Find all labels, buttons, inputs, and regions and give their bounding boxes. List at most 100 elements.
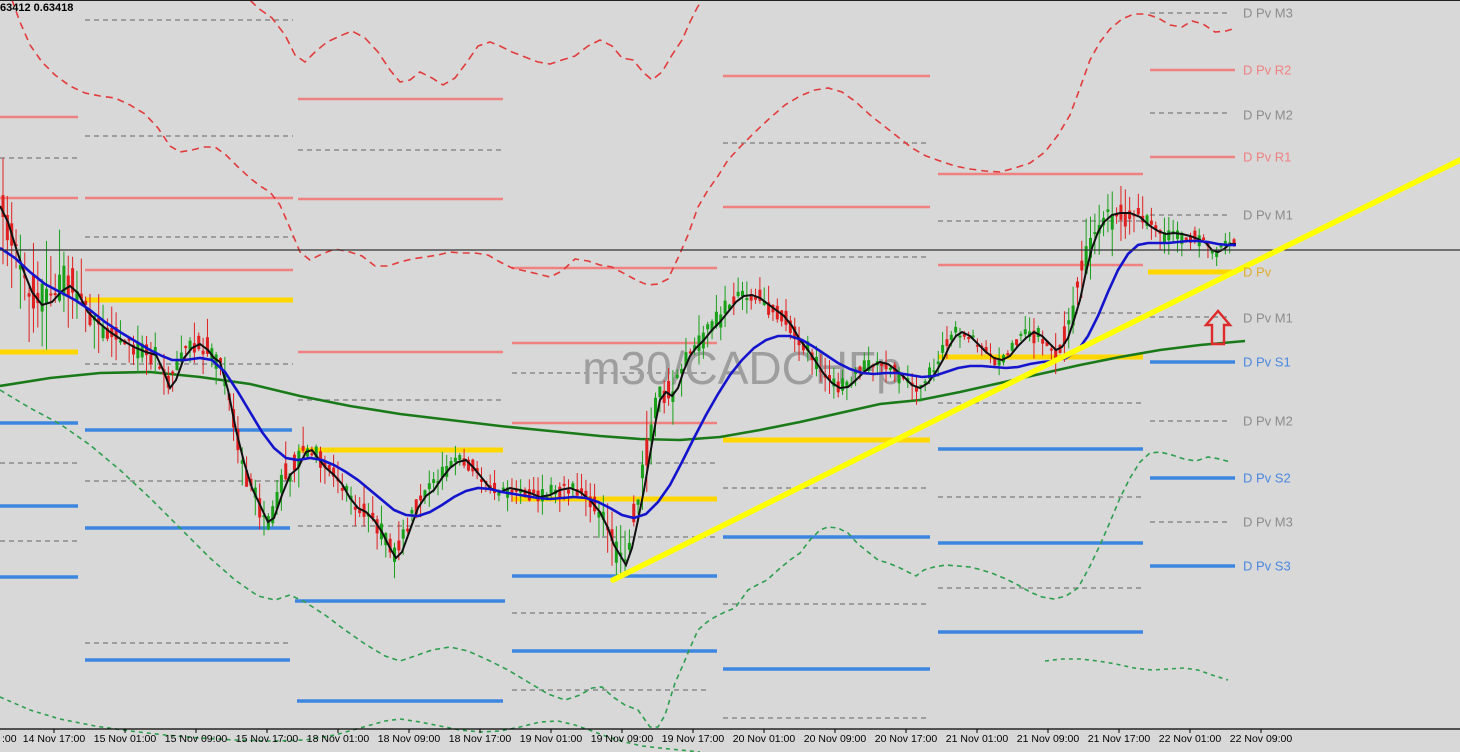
candle-body (184, 346, 188, 349)
pivot-label-d-pv-s2: D Pv S2 (1243, 471, 1291, 486)
candle-body (854, 371, 858, 374)
candle-body (219, 358, 222, 363)
candle-body (723, 300, 727, 314)
candle-body (1193, 230, 1197, 240)
candle-body (84, 300, 88, 305)
candle-body (432, 479, 436, 484)
candle-body (1149, 220, 1153, 225)
candle-body (1093, 232, 1097, 235)
candle-body (610, 529, 614, 542)
candle-body (962, 334, 966, 337)
axis-tick-label: 20 Nov 17:00 (875, 733, 938, 745)
candle-body (801, 343, 805, 351)
candle-body (936, 361, 940, 364)
axis-tick-label: 18 Nov 09:00 (378, 733, 441, 745)
candle-body (245, 470, 249, 487)
axis-tick-label: 21 Nov 17:00 (1088, 733, 1151, 745)
candle-body (649, 424, 653, 442)
candle-body (493, 482, 497, 494)
candle-body (271, 506, 275, 524)
candle-body (5, 214, 9, 241)
candle-body (453, 457, 457, 462)
candle-body (527, 489, 531, 501)
candle-body (101, 326, 105, 339)
candle-body (353, 506, 357, 510)
candle-body (1049, 348, 1053, 351)
candle-body (545, 495, 549, 498)
candle-body (780, 310, 784, 322)
candle-body (58, 274, 62, 301)
candle-body (49, 293, 53, 296)
axis-tick-label: 18 Nov 17:00 (449, 733, 512, 745)
candle-body (53, 293, 57, 296)
candle-body (105, 327, 109, 339)
candle-body (754, 296, 758, 300)
candle-body (71, 268, 75, 293)
candle-body (414, 499, 418, 515)
candle-body (427, 483, 431, 490)
axis-tick-label: 20 Nov 01:00 (733, 733, 796, 745)
candle-body (523, 489, 527, 497)
candle-body (928, 367, 932, 379)
candle-body (480, 479, 483, 482)
candle-body (1162, 232, 1166, 244)
candle-body (205, 337, 209, 354)
pivot-label-d-pv-s1: D Pv S1 (1243, 355, 1291, 370)
candle-body (745, 298, 749, 301)
moving-average-fast-black (0, 205, 1236, 568)
candle-body (549, 484, 553, 494)
up-arrow-icon[interactable] (1203, 309, 1233, 346)
pivot-label-d-pv-m2: D Pv M2 (1243, 414, 1293, 429)
candle-body (806, 341, 810, 351)
candle-body (327, 464, 331, 471)
candle-body (632, 503, 636, 523)
candle-body (762, 300, 766, 305)
upper-band-inner-red-dashed (11, 0, 1237, 286)
pivot-label-d-pv: D Pv (1243, 265, 1272, 280)
candle-body (1145, 215, 1149, 226)
candlesticks (1, 158, 1236, 579)
candle-body (310, 453, 314, 456)
axis-tick-label: 20 Nov 09:00 (804, 733, 867, 745)
candle-body (971, 335, 975, 338)
candle-body (466, 459, 470, 471)
trendline-object[interactable] (610, 157, 1460, 583)
candle-body (149, 354, 153, 365)
candle-body (623, 559, 627, 562)
trendline-layer[interactable] (610, 157, 1460, 583)
candle-body (1071, 305, 1075, 326)
candle-body (1115, 214, 1119, 217)
candle-body (858, 366, 862, 374)
candle-body (97, 318, 101, 325)
candle-body (462, 458, 466, 466)
ma-green-layer (0, 339, 1246, 442)
arrow-layer[interactable] (1203, 309, 1233, 346)
axis-tick-label: 19 Nov 01:00 (520, 733, 583, 745)
axis-tick-label: 18 Nov 01:00 (307, 733, 370, 745)
candle-body (601, 511, 605, 520)
candle-body (1215, 251, 1219, 257)
candle-body (997, 359, 1001, 366)
candle-body (45, 288, 48, 304)
candle-body (401, 529, 405, 539)
candle-body (514, 489, 518, 492)
candle-body (749, 294, 753, 301)
ma-black-layer (0, 205, 1236, 568)
candle-body (675, 374, 679, 378)
candle-body (179, 352, 183, 363)
candle-body (188, 340, 192, 351)
indicator-bands (0, 0, 1237, 752)
candle-body (197, 335, 201, 350)
pivot-label-d-pv-m3: D Pv M3 (1243, 6, 1293, 21)
candle-body (127, 337, 131, 341)
candle-body (284, 463, 288, 480)
time-axis[interactable]: :00 14 Nov 17:00 15 Nov 01:00 15 Nov 09:00 1… (0, 728, 1460, 745)
candle-body (567, 489, 570, 494)
candle-body (767, 302, 771, 315)
candle-body (114, 327, 118, 340)
candle-body (797, 337, 801, 346)
watermark-symbol-label: m30/CADCHFp (582, 342, 902, 394)
candle-body (775, 305, 779, 320)
candle-body (40, 283, 44, 312)
